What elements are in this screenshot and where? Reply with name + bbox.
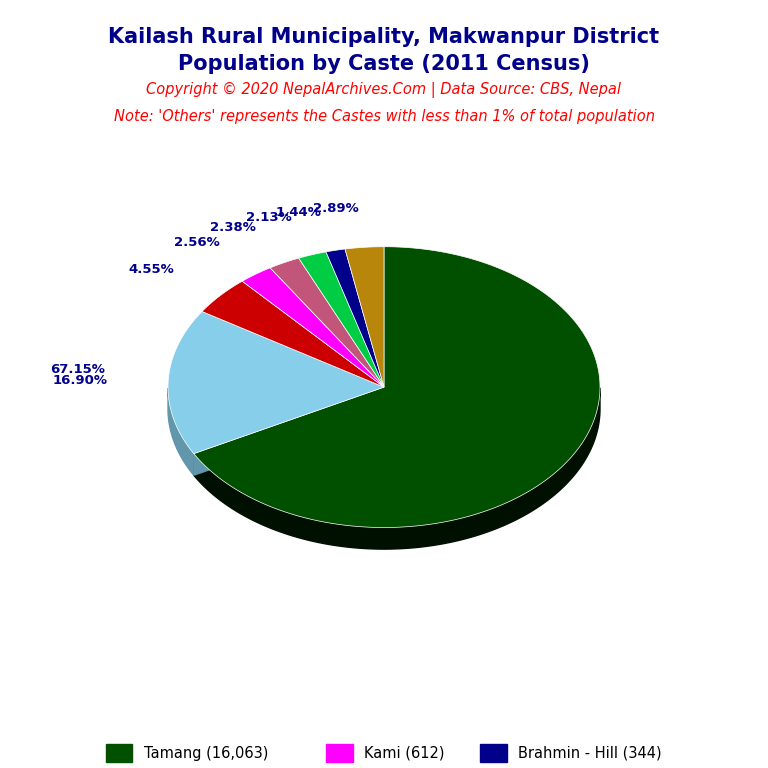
Text: 2.38%: 2.38% xyxy=(210,221,257,234)
Text: Kailash Rural Municipality, Makwanpur District: Kailash Rural Municipality, Makwanpur Di… xyxy=(108,27,660,47)
Polygon shape xyxy=(194,388,600,549)
Text: 2.56%: 2.56% xyxy=(174,236,220,249)
Text: 67.15%: 67.15% xyxy=(50,363,104,376)
Text: Note: 'Others' represents the Castes with less than 1% of total population: Note: 'Others' represents the Castes wit… xyxy=(114,109,654,124)
Polygon shape xyxy=(202,281,384,387)
Polygon shape xyxy=(299,252,384,387)
Text: 4.55%: 4.55% xyxy=(129,263,174,276)
Text: Copyright © 2020 NepalArchives.Com | Data Source: CBS, Nepal: Copyright © 2020 NepalArchives.Com | Dat… xyxy=(147,82,621,98)
Legend: Tamang (16,063), Chepang/Praja (4,044), Chhetri (1,089), Kami (612), Magar (569): Tamang (16,063), Chepang/Praja (4,044), … xyxy=(106,744,662,768)
Text: 2.89%: 2.89% xyxy=(313,202,359,214)
Text: 16.90%: 16.90% xyxy=(53,374,108,387)
Polygon shape xyxy=(270,258,384,387)
Polygon shape xyxy=(168,312,384,454)
Polygon shape xyxy=(326,249,384,387)
Polygon shape xyxy=(194,247,600,528)
Text: 2.13%: 2.13% xyxy=(247,211,292,224)
Polygon shape xyxy=(242,268,384,387)
Polygon shape xyxy=(168,388,194,475)
Polygon shape xyxy=(194,387,384,475)
Polygon shape xyxy=(194,387,384,475)
Text: 1.44%: 1.44% xyxy=(276,206,322,219)
Text: Population by Caste (2011 Census): Population by Caste (2011 Census) xyxy=(178,54,590,74)
Polygon shape xyxy=(345,247,384,387)
